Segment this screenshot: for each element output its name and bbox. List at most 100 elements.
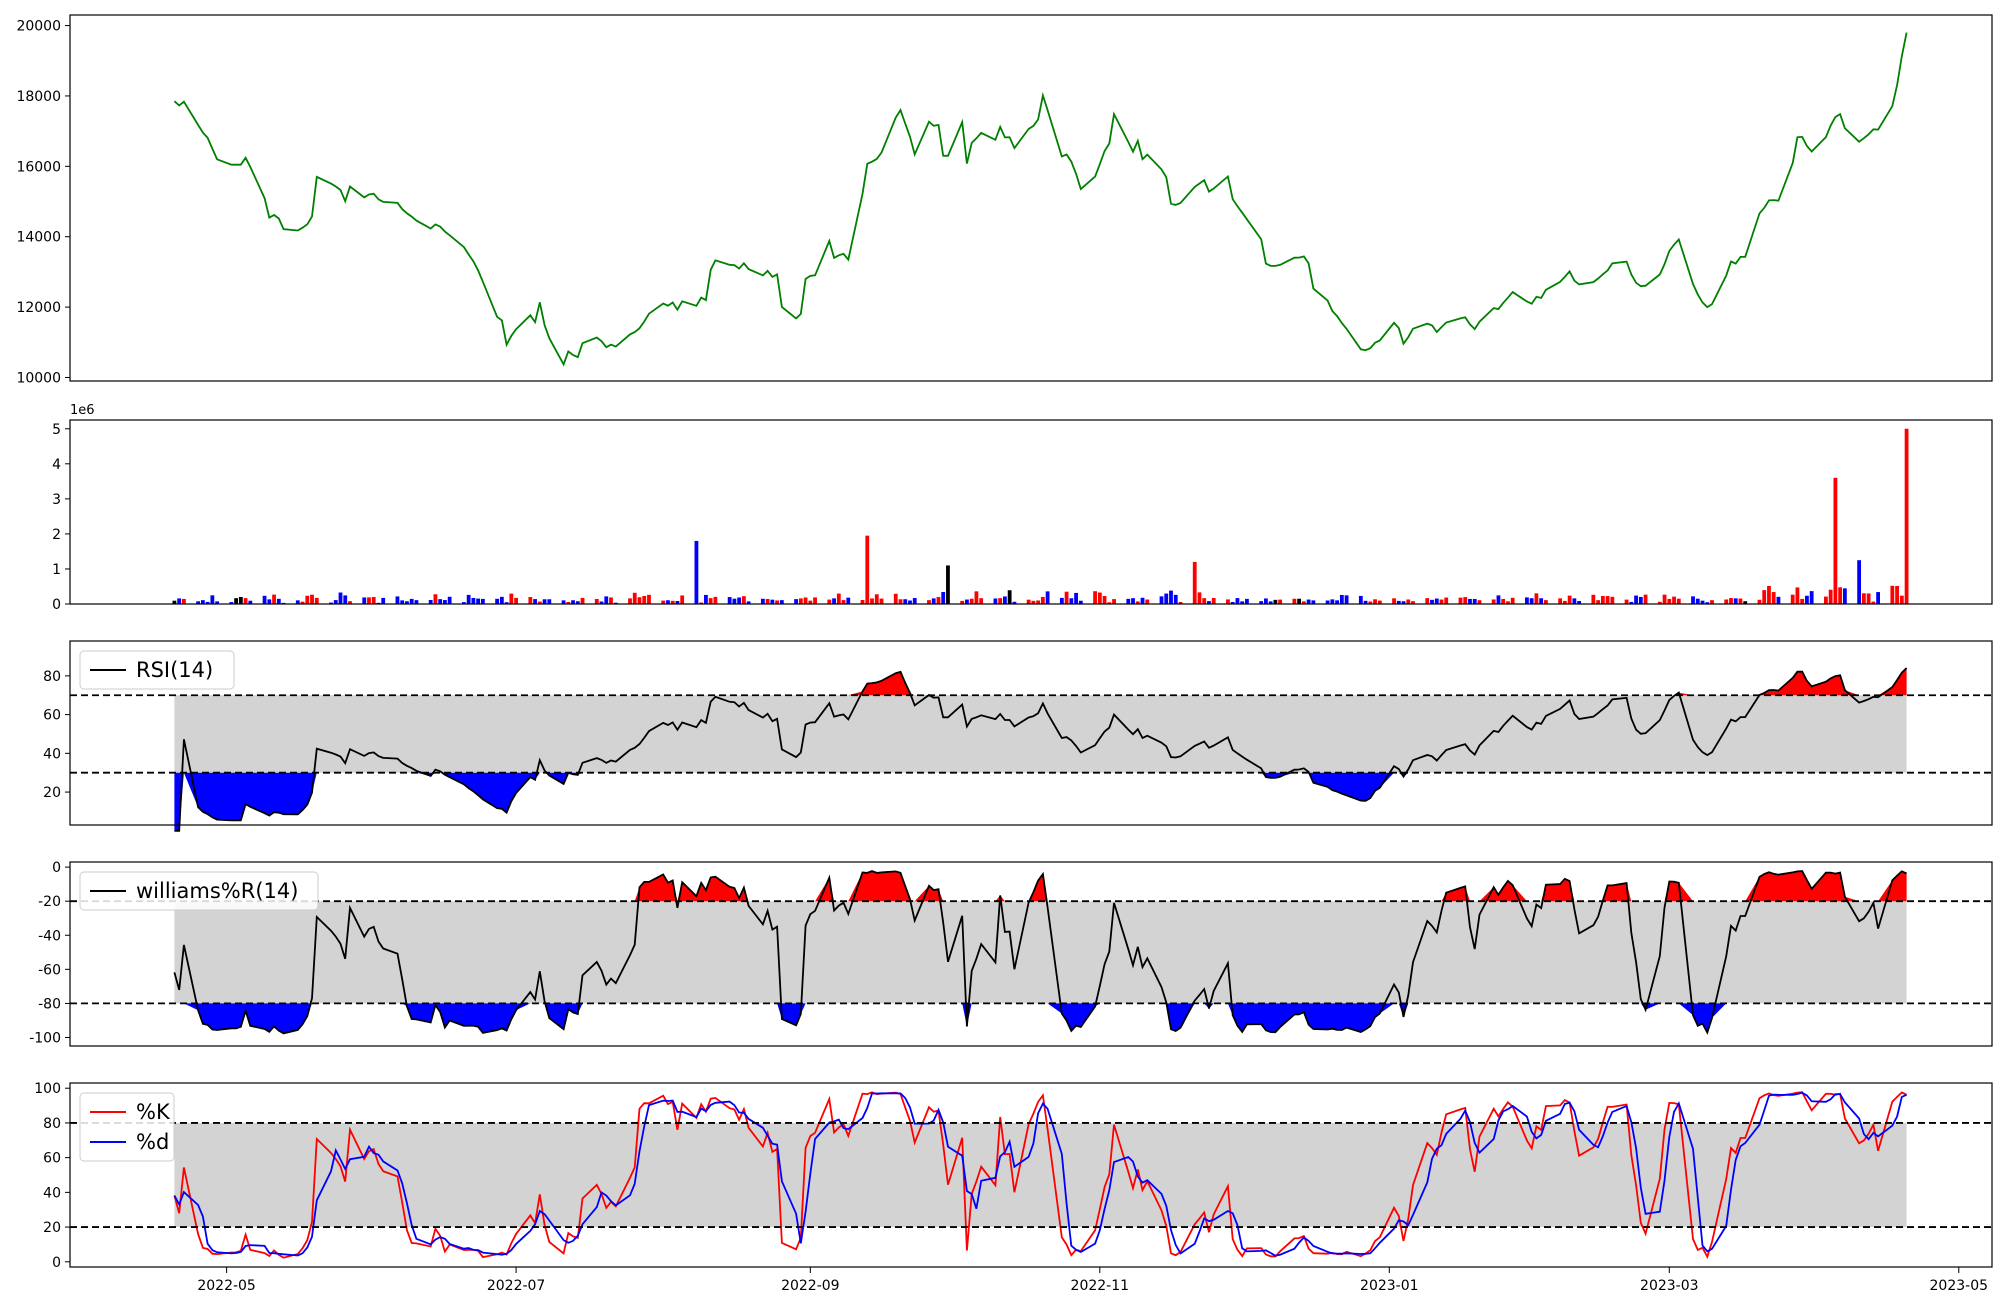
volume-bar <box>480 598 485 604</box>
volume-bar <box>295 600 300 604</box>
volume-bar <box>1169 590 1173 604</box>
volume-bar <box>1525 597 1529 604</box>
volume-bar <box>732 598 737 604</box>
volume-bar <box>1468 598 1472 604</box>
volume-bar <box>699 602 704 604</box>
price-ytick-label: 20000 <box>16 19 61 35</box>
volume-bar <box>1434 598 1439 604</box>
volume-bar <box>438 599 443 604</box>
williams-ytick-label: -80 <box>38 996 61 1012</box>
volume-bar <box>1562 600 1567 604</box>
volume-bar <box>865 535 870 604</box>
volume-bar <box>1510 597 1515 604</box>
volume-bar <box>1805 595 1809 604</box>
stoch-k-line <box>173 1091 1907 1260</box>
stoch-ytick-label: 20 <box>43 1220 61 1236</box>
volume-bar <box>1211 597 1216 604</box>
volume-bar <box>514 597 518 604</box>
volume-bar <box>405 601 409 604</box>
volume-bar <box>1458 597 1463 604</box>
volume-bar <box>1544 600 1548 604</box>
volume-bar <box>314 597 319 604</box>
rsi-ytick-label: 20 <box>43 785 61 801</box>
volume-bar <box>210 595 215 604</box>
volume-bar <box>1710 600 1714 604</box>
volume-bar <box>542 599 547 604</box>
volume-bar <box>1899 595 1904 604</box>
stoch-ytick-label: 40 <box>43 1185 61 1201</box>
volume-bar <box>1866 593 1871 604</box>
volume-bar <box>1135 601 1140 604</box>
volume-bar <box>903 599 908 604</box>
stoch-ytick-label: 80 <box>43 1116 61 1132</box>
volume-bar <box>1667 598 1672 604</box>
volume-bar <box>680 595 685 604</box>
volume-bar <box>471 597 476 604</box>
volume-bar <box>1577 601 1582 604</box>
volume-bar <box>1406 599 1411 604</box>
stoch-d-line <box>173 1091 1907 1257</box>
volume-bar <box>1643 594 1648 604</box>
volume-bar <box>267 599 272 604</box>
x-tick-label: 2022-07 <box>487 1278 546 1294</box>
volume-bar <box>177 598 182 604</box>
volume-bar <box>1140 597 1145 604</box>
volume-bar <box>1472 598 1477 604</box>
volume-bar <box>533 599 537 604</box>
volume-bar <box>1676 598 1681 604</box>
volume-bar <box>813 597 817 604</box>
volume-bar <box>841 600 846 604</box>
volume-bar <box>1695 598 1700 604</box>
volume-bar <box>196 601 201 604</box>
volume-bar <box>1126 598 1131 604</box>
stoch-ytick-label: 0 <box>52 1255 61 1271</box>
volume-bar <box>1207 601 1211 604</box>
volume-bar <box>1809 591 1814 604</box>
williams-frame <box>69 861 1993 1047</box>
rsi-panel: 20 40 60 80 RSI(14) <box>43 640 1993 832</box>
x-tick-label: 2023-05 <box>1930 1278 1989 1294</box>
legend-label: %d <box>136 1130 169 1154</box>
volume-offset-label: 1e6 <box>70 403 95 418</box>
volume-bar <box>414 600 419 604</box>
volume-bar <box>609 597 613 604</box>
volume-bar <box>381 597 386 604</box>
volume-bar <box>1045 591 1050 604</box>
volume-bar <box>675 600 680 604</box>
volume-bar <box>936 597 941 604</box>
volume-bar <box>238 596 243 604</box>
neutral-band <box>174 1122 1907 1228</box>
volume-bar <box>912 598 917 604</box>
volume-bar <box>1264 598 1268 604</box>
volume-bar <box>1828 589 1833 604</box>
volume-frame <box>69 419 1993 605</box>
volume-bar <box>1795 587 1800 604</box>
volume-bar <box>200 600 205 604</box>
volume-bar <box>1558 598 1563 604</box>
volume-bar <box>1842 588 1847 604</box>
volume-ytick-label: 1 <box>52 562 61 578</box>
volume-bar <box>338 592 343 604</box>
volume-bar <box>713 596 718 604</box>
volume-bar <box>172 600 177 604</box>
volume-bar <box>1178 601 1183 604</box>
volume-bar <box>1529 598 1534 604</box>
volume-bar <box>893 593 898 604</box>
price-ytick-label: 16000 <box>16 159 61 175</box>
volume-bar <box>443 600 447 604</box>
rsi-line <box>174 667 1908 832</box>
volume-bar <box>1377 600 1382 604</box>
legend-box <box>79 650 235 690</box>
volume-bar <box>803 597 808 604</box>
x-axis: 2022-05 2022-07 2022-09 2022-11 2023-01 2023-… <box>197 1267 1988 1294</box>
volume-bar <box>969 598 974 604</box>
volume-bar <box>1876 592 1881 604</box>
volume-bar <box>1439 599 1444 604</box>
stoch-ytick-label: 100 <box>34 1081 61 1097</box>
neutral-band <box>174 901 1907 1004</box>
volume-bar <box>1268 601 1273 604</box>
volume-bar <box>1638 596 1643 604</box>
volume-bar <box>594 598 599 604</box>
volume-bar <box>1634 595 1638 604</box>
